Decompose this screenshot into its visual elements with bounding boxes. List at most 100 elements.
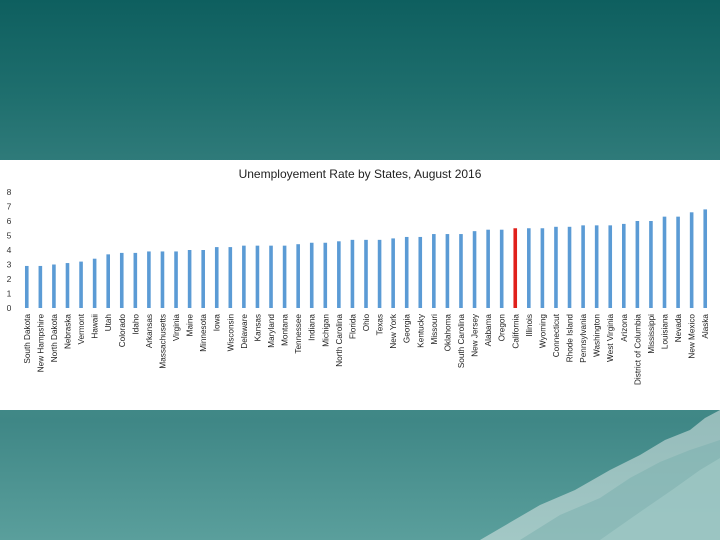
x-tick-label: Massachusetts xyxy=(158,314,167,369)
bar xyxy=(404,236,409,308)
y-tick-label: 1 xyxy=(7,289,12,299)
y-tick-label: 0 xyxy=(7,303,12,313)
x-tick-label: Maryland xyxy=(267,314,276,348)
bar xyxy=(242,245,246,308)
bar xyxy=(24,265,29,308)
bar xyxy=(106,254,110,308)
x-tick-label: Mississippi xyxy=(647,314,656,354)
bar xyxy=(554,226,558,308)
x-tick-label: California xyxy=(511,314,520,349)
bar xyxy=(65,263,70,308)
bar xyxy=(350,239,355,308)
bar xyxy=(581,225,585,308)
y-tick-label: 8 xyxy=(7,187,12,197)
bar xyxy=(282,245,287,308)
x-tick-label: Virginia xyxy=(172,314,181,342)
x-axis-labels: South Dakota New Hampshire North Dakota Neb… xyxy=(23,313,710,385)
bar xyxy=(391,238,395,308)
bar xyxy=(174,251,178,308)
x-tick-label: Wyoming xyxy=(538,314,547,348)
bar xyxy=(323,242,328,308)
y-axis: 0 1 2 3 4 5 6 7 8 xyxy=(7,187,12,313)
x-tick-label: New Hampshire xyxy=(36,314,45,373)
bar xyxy=(269,245,273,308)
x-tick-label: Nevada xyxy=(674,314,683,343)
x-tick-label: Wisconsin xyxy=(226,314,235,352)
bar xyxy=(445,234,450,308)
bar xyxy=(594,225,599,308)
bar xyxy=(662,216,667,308)
x-tick-label: North Carolina xyxy=(335,314,344,367)
bar xyxy=(201,250,205,308)
bars xyxy=(24,209,708,308)
x-tick-label: Oklahoma xyxy=(443,314,452,352)
bar xyxy=(608,225,613,308)
x-tick-label: Pennsylvania xyxy=(579,314,588,363)
x-tick-label: Illinois xyxy=(525,314,534,337)
x-tick-label: Alabama xyxy=(484,314,493,347)
bar xyxy=(38,265,43,308)
x-tick-label: Vermont xyxy=(77,313,86,344)
x-tick-label: Hawaii xyxy=(91,314,100,339)
bar xyxy=(79,261,83,308)
x-tick-label: Kentucky xyxy=(416,313,425,348)
y-tick-label: 5 xyxy=(7,231,12,241)
x-tick-label: Michigan xyxy=(321,314,330,347)
bar xyxy=(377,239,382,308)
bar xyxy=(255,245,260,308)
bar xyxy=(459,234,463,308)
x-tick-label: Iowa xyxy=(213,314,222,332)
x-tick-label: Louisiana xyxy=(661,314,670,349)
bar xyxy=(472,231,477,308)
x-tick-label: Texas xyxy=(376,314,385,335)
x-tick-label: District of Columbia xyxy=(633,314,642,385)
x-tick-label: Indiana xyxy=(308,314,317,341)
x-tick-label: West Virginia xyxy=(606,314,615,362)
y-tick-label: 4 xyxy=(7,245,12,255)
x-tick-label: Alaska xyxy=(701,314,710,339)
bar xyxy=(337,241,341,308)
x-tick-label: Colorado xyxy=(118,314,127,348)
bar xyxy=(228,247,233,308)
x-tick-label: South Carolina xyxy=(457,314,466,369)
bar xyxy=(689,212,694,308)
bar xyxy=(214,247,219,308)
bar xyxy=(309,242,314,308)
x-tick-label: Delaware xyxy=(240,314,249,349)
bar xyxy=(187,250,192,308)
bar xyxy=(432,234,436,308)
x-tick-label: Washington xyxy=(593,314,602,357)
x-tick-label: Idaho xyxy=(131,314,140,335)
bar xyxy=(527,228,531,308)
bar xyxy=(486,229,490,308)
bar xyxy=(147,251,151,308)
x-tick-label: Utah xyxy=(104,314,113,332)
bar xyxy=(160,251,165,308)
bar xyxy=(364,239,368,308)
x-tick-label: Nebraska xyxy=(63,314,72,349)
x-tick-label: Maine xyxy=(186,314,195,337)
bar xyxy=(296,244,300,308)
bar xyxy=(92,258,97,308)
x-tick-label: Ohio xyxy=(362,314,371,332)
bar xyxy=(567,226,572,308)
x-tick-label: South Dakota xyxy=(23,314,32,364)
x-tick-label: Arizona xyxy=(620,314,629,342)
x-tick-label: Tennessee xyxy=(294,314,303,354)
x-tick-label: Georgia xyxy=(403,314,412,344)
x-tick-label: Rhode Island xyxy=(566,314,575,363)
bar xyxy=(649,221,653,308)
unemployment-bar-chart: Unemployement Rate by States, August 201… xyxy=(7,167,711,385)
y-tick-label: 6 xyxy=(7,216,12,226)
bar xyxy=(418,236,423,308)
x-tick-label: Florida xyxy=(348,314,357,339)
x-tick-label: North Dakota xyxy=(50,314,59,363)
bar xyxy=(540,228,545,308)
x-tick-label: Arkansas xyxy=(145,314,154,348)
x-tick-label: New Mexico xyxy=(688,314,697,359)
bar xyxy=(52,264,56,308)
bar xyxy=(676,216,680,308)
bar xyxy=(119,252,124,308)
